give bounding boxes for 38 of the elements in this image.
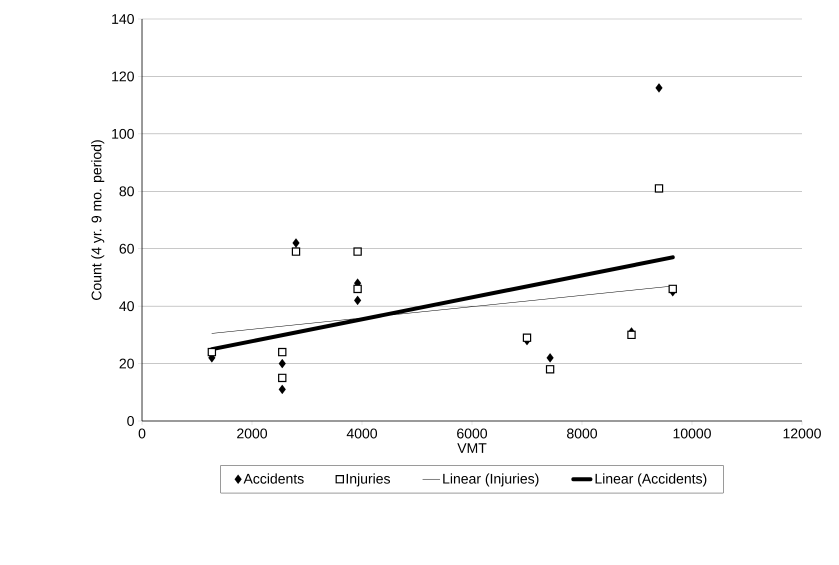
y-tick-label: 40 <box>119 301 134 312</box>
point <box>627 330 636 340</box>
legend-label: Linear (Accidents) <box>596 473 706 486</box>
x-tick-label: 4000 <box>346 428 378 438</box>
point <box>278 358 286 368</box>
point <box>354 296 362 306</box>
y-axis-title: Count (4 yr. 9 mo. period) <box>91 140 104 300</box>
x-axis-title: VMT <box>457 443 486 453</box>
x-tick-label: 12000 <box>784 428 821 438</box>
x-tick-label: 10000 <box>674 428 711 438</box>
point <box>522 334 532 342</box>
point <box>353 247 362 256</box>
y-tick-label: 0 <box>127 416 134 426</box>
point <box>668 284 677 294</box>
y-tick-label: 20 <box>120 358 134 369</box>
x-tick-label: 0 <box>138 428 146 438</box>
point <box>655 83 663 93</box>
point <box>546 353 554 363</box>
legend-label: Linear (Injuries) <box>443 473 538 486</box>
legend-label: Injuries <box>346 473 390 486</box>
point <box>278 348 286 356</box>
point <box>654 184 664 193</box>
point <box>278 384 286 394</box>
point <box>546 365 554 374</box>
y-tick-label: 140 <box>112 14 134 24</box>
y-tick-label: 100 <box>112 128 134 139</box>
y-tick-label: 120 <box>112 71 134 82</box>
x-tick-label: 6000 <box>457 428 488 438</box>
point <box>208 348 216 356</box>
legend-label: Accidents <box>244 473 304 484</box>
x-tick-label: 2000 <box>237 428 268 438</box>
x-tick-label: 8000 <box>567 428 598 438</box>
point <box>292 247 300 256</box>
point <box>292 238 300 248</box>
point <box>353 284 362 294</box>
point <box>278 374 286 382</box>
y-tick-label: 60 <box>120 244 134 254</box>
y-tick-label: 80 <box>120 186 134 196</box>
